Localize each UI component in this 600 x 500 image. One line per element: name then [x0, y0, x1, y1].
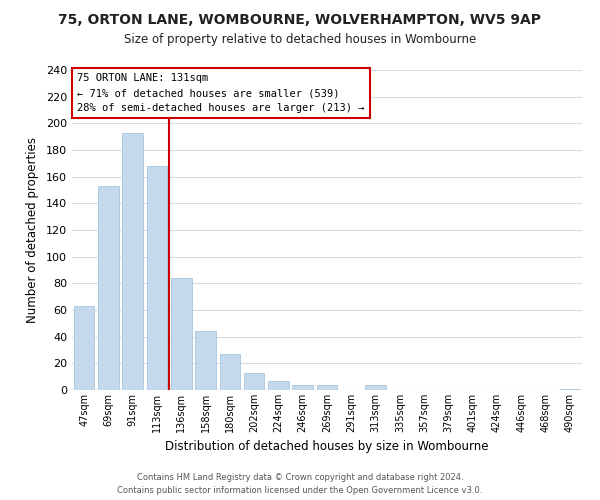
Bar	[195, 332, 216, 390]
Bar	[365, 384, 386, 390]
Bar	[74, 306, 94, 390]
Bar	[317, 384, 337, 390]
Bar	[560, 388, 580, 390]
Bar	[292, 384, 313, 390]
Bar	[171, 278, 191, 390]
Text: 75 ORTON LANE: 131sqm
← 71% of detached houses are smaller (539)
28% of semi-det: 75 ORTON LANE: 131sqm ← 71% of detached …	[77, 73, 365, 113]
Text: Contains HM Land Registry data © Crown copyright and database right 2024.
Contai: Contains HM Land Registry data © Crown c…	[118, 473, 482, 495]
X-axis label: Distribution of detached houses by size in Wombourne: Distribution of detached houses by size …	[165, 440, 489, 454]
Bar	[146, 166, 167, 390]
Bar	[244, 372, 265, 390]
Bar	[268, 380, 289, 390]
Text: Size of property relative to detached houses in Wombourne: Size of property relative to detached ho…	[124, 32, 476, 46]
Bar	[98, 186, 119, 390]
Y-axis label: Number of detached properties: Number of detached properties	[26, 137, 39, 323]
Text: 75, ORTON LANE, WOMBOURNE, WOLVERHAMPTON, WV5 9AP: 75, ORTON LANE, WOMBOURNE, WOLVERHAMPTON…	[59, 12, 542, 26]
Bar	[122, 132, 143, 390]
Bar	[220, 354, 240, 390]
